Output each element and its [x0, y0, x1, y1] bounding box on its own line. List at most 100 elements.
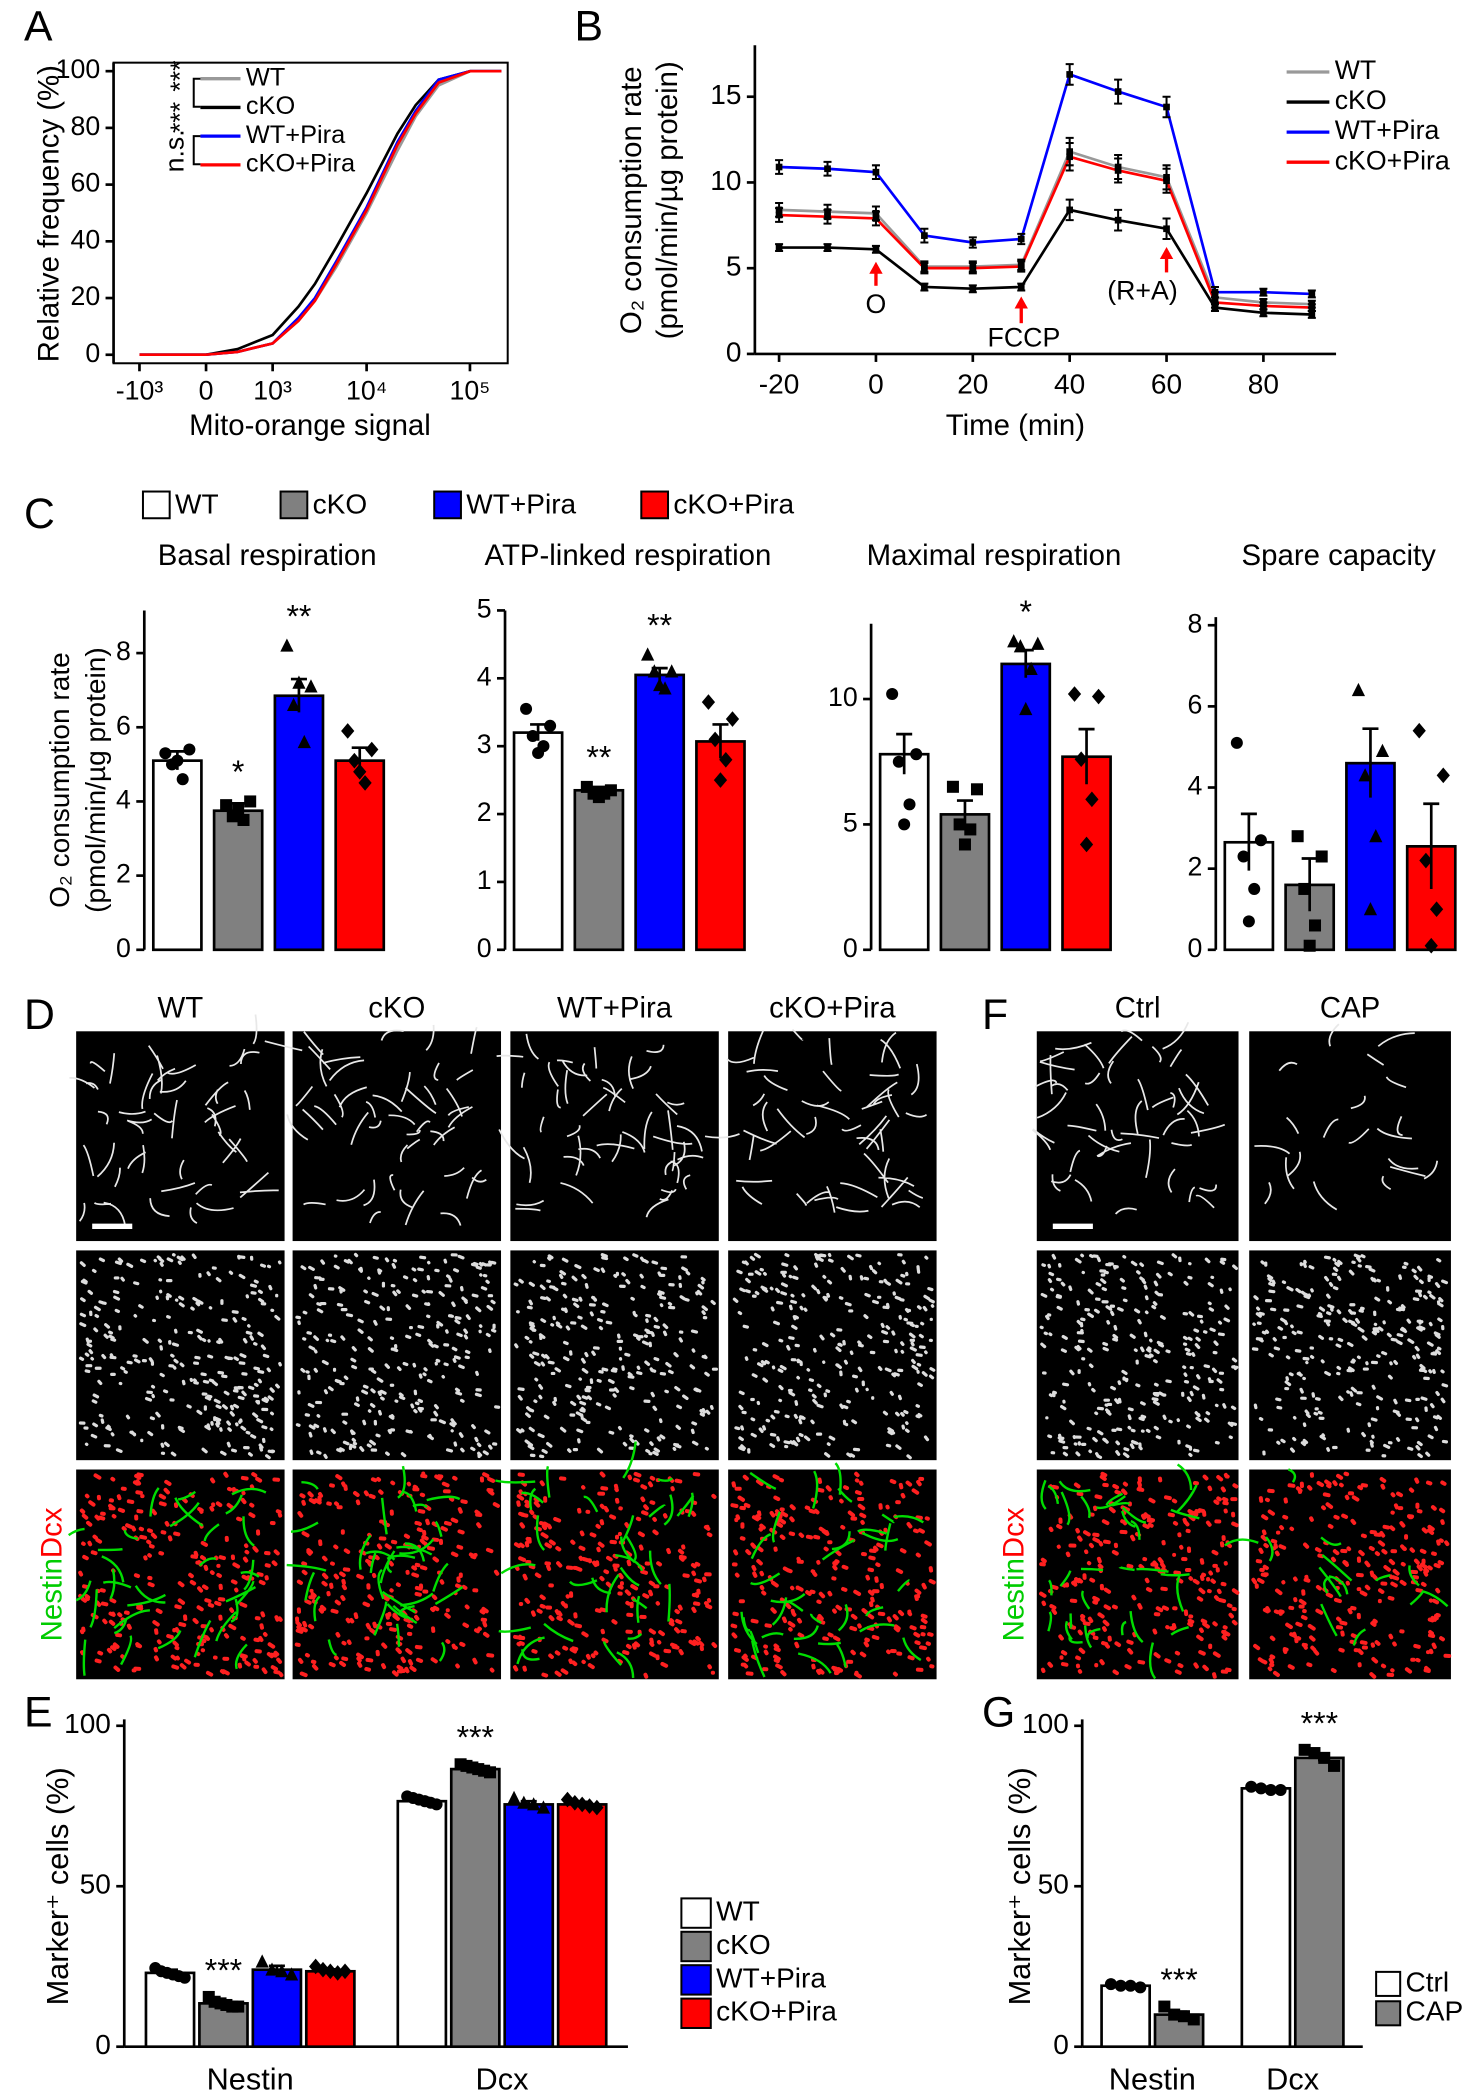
micrograph: [728, 1469, 937, 1680]
significance: ***: [165, 60, 195, 91]
legend-label: cKO+Pira: [246, 150, 356, 178]
x-tick-label: -20: [759, 368, 800, 399]
column-header: cKO+Pira: [769, 992, 896, 1025]
legend-label: CAP: [1406, 1996, 1464, 2027]
data-point: [1091, 688, 1106, 705]
data-point: [1211, 288, 1219, 296]
data-point: [872, 245, 880, 253]
data-point: [575, 1796, 589, 1813]
y-tick-label: 2: [116, 859, 131, 889]
data-point: [658, 681, 672, 695]
data-point: [1074, 751, 1088, 768]
data-point: [1237, 850, 1250, 863]
data-point: [297, 734, 311, 749]
panel-letter: D: [24, 991, 55, 1039]
x-tick-label: 60: [1151, 368, 1182, 399]
column-header: WT: [158, 992, 204, 1025]
panel-letter: C: [24, 490, 55, 538]
y-axis-label: (pmol/min/µg protein): [651, 61, 684, 339]
significance: **: [647, 607, 672, 643]
error-bar: [896, 732, 913, 775]
legend-swatch: [680, 1997, 712, 2029]
data-point: [237, 813, 250, 826]
significance: *: [232, 754, 244, 790]
micrograph-signal: [1039, 1471, 1240, 1679]
y-tick-label: 0: [477, 933, 492, 963]
bar: [144, 1971, 196, 2049]
data-point: [1163, 177, 1170, 185]
data-point: [1114, 216, 1122, 224]
y-tick-label: 50: [80, 1869, 111, 1900]
data-point: [1264, 1783, 1277, 1796]
micrograph: [76, 1031, 285, 1242]
y-tick-label: 10: [828, 682, 858, 712]
data-point: [708, 731, 722, 748]
bar: [1061, 755, 1112, 952]
micrograph-signal: [496, 1033, 704, 1218]
data-point: [921, 264, 928, 272]
y-tick-label: 60: [70, 168, 100, 198]
data-point: [532, 746, 545, 759]
data-point: [1007, 634, 1021, 648]
data-point: [353, 763, 367, 780]
data-point: [921, 232, 928, 239]
data-point: [886, 688, 899, 701]
micrograph-signal: [78, 1253, 282, 1460]
data-point: [824, 213, 831, 221]
y-axis-label: Marker⁺ cells (%): [1002, 1767, 1037, 2005]
bar: [1293, 1756, 1345, 2049]
y-tick-label: 0: [116, 933, 131, 963]
micrograph: [1249, 1031, 1451, 1242]
data-point: [1248, 882, 1261, 895]
data-point: [1315, 850, 1328, 863]
legend-label: Ctrl: [1406, 1966, 1450, 1997]
y-tick-label: 2: [1188, 852, 1203, 882]
data-point: [171, 754, 184, 767]
data-point: [1031, 636, 1045, 650]
data-point: [1308, 290, 1316, 298]
data-point: [653, 677, 667, 692]
error-bar: [712, 723, 729, 759]
micrograph: [1036, 1250, 1239, 1461]
panel-letter: B: [575, 3, 604, 51]
bar: [304, 1969, 356, 2049]
data-point: [1230, 736, 1243, 749]
data-point: [775, 244, 783, 251]
series-line: [779, 155, 1312, 309]
data-point: [1017, 235, 1025, 243]
data-point: [775, 211, 783, 219]
data-point: [1079, 836, 1094, 853]
data-point: [1066, 153, 1074, 161]
legend-label: WT: [175, 489, 219, 520]
panel-letter: A: [24, 3, 53, 51]
data-point: [1067, 686, 1082, 702]
bar: [1100, 1984, 1152, 2049]
legend-swatch: [1375, 2000, 1402, 2027]
legend-swatch: [680, 1897, 712, 1929]
subplot-title: Spare capacity: [1242, 539, 1437, 572]
x-tick-label: -10³: [116, 376, 164, 406]
micrograph-signal: [1039, 1253, 1239, 1459]
data-point: [903, 798, 916, 811]
data-point: [1254, 1782, 1268, 1795]
panel-letter: E: [24, 1689, 53, 1737]
legend-swatch: [141, 490, 171, 520]
bar: [512, 731, 564, 952]
micrograph: [510, 1031, 719, 1242]
data-point: [582, 1798, 597, 1814]
data-point: [872, 215, 880, 222]
micrograph: [1249, 1469, 1451, 1680]
data-point: [430, 1798, 443, 1811]
y-tick-label: 4: [116, 785, 131, 815]
significance: n.s.: [159, 129, 189, 172]
data-point: [309, 1958, 323, 1975]
significance: ***: [1160, 1962, 1197, 1998]
y-tick-label: 20: [70, 281, 100, 311]
y-tick-label: 4: [1188, 771, 1203, 801]
y-tick-label: 100: [1022, 1708, 1069, 1739]
y-tick-label: 100: [56, 54, 101, 84]
annotation: FCCP: [988, 322, 1061, 352]
data-point: [872, 168, 880, 176]
data-point: [1066, 206, 1074, 214]
